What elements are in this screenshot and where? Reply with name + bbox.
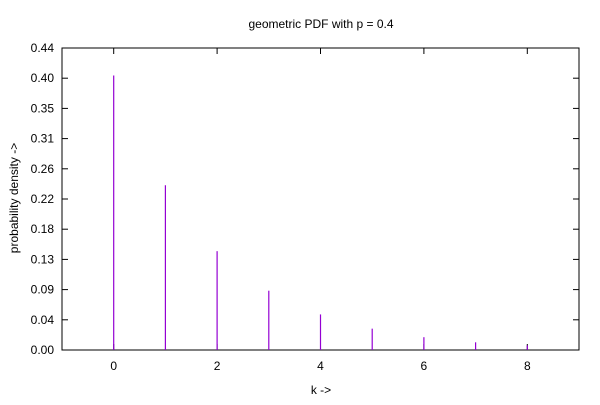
x-tick-label: 2 — [214, 359, 221, 373]
chart-title: geometric PDF with p = 0.4 — [248, 17, 393, 31]
plot-area: 0.00 0.04 0.09 0.13 0.18 0.22 0.26 0.31 0.35 0.40… — [31, 41, 580, 373]
y-tick-label: 0.31 — [31, 132, 55, 146]
x-tick-label: 8 — [524, 359, 531, 373]
y-tick-label: 0.44 — [31, 41, 55, 55]
x-tick-label: 6 — [421, 359, 428, 373]
y-tick-label: 0.22 — [31, 192, 55, 206]
x-tick-label: 4 — [317, 359, 324, 373]
y-tick-label: 0.40 — [31, 71, 55, 85]
y-tick-label: 0.18 — [31, 222, 55, 236]
x-axis-label: k -> — [311, 383, 331, 397]
y-tick-label: 0.00 — [31, 343, 55, 357]
x-tick-label: 0 — [110, 359, 117, 373]
y-tick-label: 0.35 — [31, 101, 55, 115]
y-tick-label: 0.26 — [31, 162, 55, 176]
y-axis-label: probability density -> — [7, 143, 21, 253]
plot-frame — [61, 47, 580, 351]
y-tick-label: 0.13 — [31, 252, 55, 266]
y-tick-label: 0.04 — [31, 313, 55, 327]
y-tick-label: 0.09 — [31, 283, 55, 297]
